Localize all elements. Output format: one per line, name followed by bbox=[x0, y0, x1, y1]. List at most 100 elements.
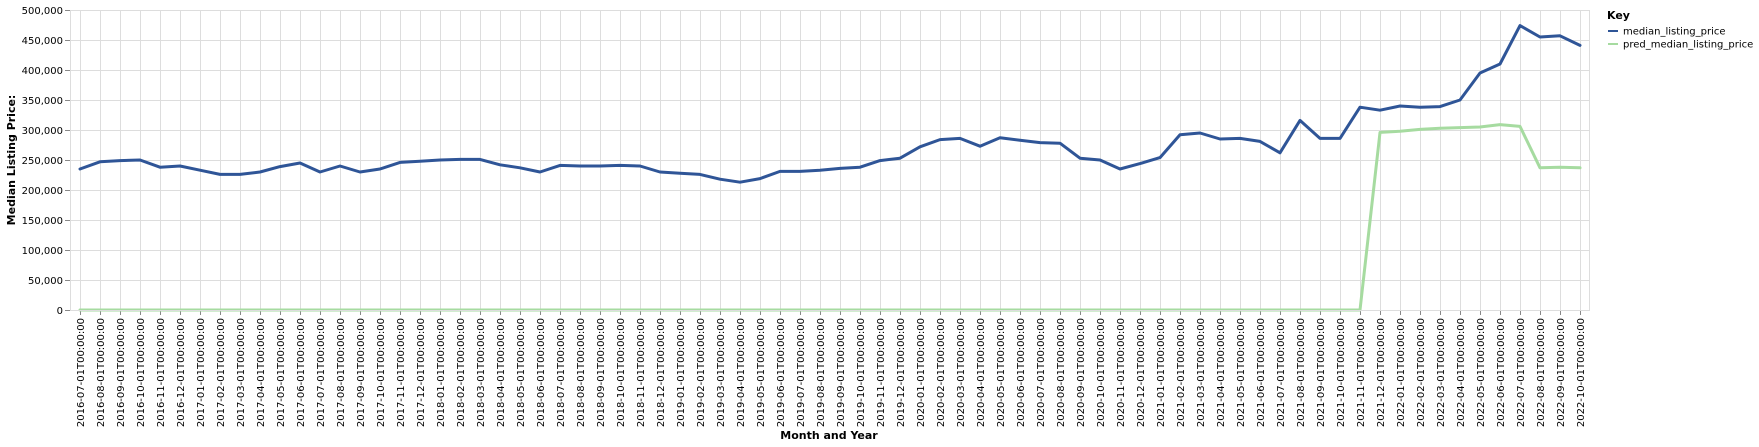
x-tick-label: 2018-10-01T00:00:00 bbox=[616, 318, 627, 427]
x-axis: 2016-07-01T00:00:00 2016-08-01T00:00:00 20… bbox=[70, 310, 1589, 427]
y-tick-label: 350,000 bbox=[22, 96, 63, 107]
x-tick-label: 2019-11-01T00:00:00 bbox=[876, 318, 887, 427]
x-tick-label: 2016-07-01T00:00:00 bbox=[76, 318, 87, 427]
y-tick-label: 450,000 bbox=[22, 36, 63, 47]
x-tick-label: 2017-07-01T00:00:00 bbox=[316, 318, 327, 427]
x-tick-label: 2022-10-01T00:00:00 bbox=[1576, 318, 1587, 427]
x-axis-title: Month and Year bbox=[780, 429, 878, 442]
x-tick-label: 2020-05-01T00:00:00 bbox=[996, 318, 1007, 427]
x-tick-label: 2018-02-01T00:00:00 bbox=[456, 318, 467, 427]
x-tick-label: 2020-01-01T00:00:00 bbox=[916, 318, 927, 427]
x-tick-label: 2016-10-01T00:00:00 bbox=[136, 318, 147, 427]
x-tick-label: 2017-11-01T00:00:00 bbox=[396, 318, 407, 427]
y-tick-label: 50,000 bbox=[28, 276, 63, 287]
y-tick-label: 200,000 bbox=[22, 186, 63, 197]
x-tick-label: 2018-03-01T00:00:00 bbox=[476, 318, 487, 427]
x-tick-label: 2017-01-01T00:00:00 bbox=[196, 318, 207, 427]
x-tick-label: 2019-04-01T00:00:00 bbox=[736, 318, 747, 427]
y-tick-label: 400,000 bbox=[22, 66, 63, 77]
x-tick-label: 2021-05-01T00:00:00 bbox=[1236, 318, 1247, 427]
x-tick-label: 2021-03-01T00:00:00 bbox=[1196, 318, 1207, 427]
x-tick-label: 2016-11-01T00:00:00 bbox=[156, 318, 167, 427]
x-tick-label: 2017-02-01T00:00:00 bbox=[216, 318, 227, 427]
x-tick-label: 2017-08-01T00:00:00 bbox=[336, 318, 347, 427]
y-tick-label: 500,000 bbox=[22, 6, 63, 17]
x-tick-label: 2021-08-01T00:00:00 bbox=[1296, 318, 1307, 427]
x-tick-label: 2020-02-01T00:00:00 bbox=[936, 318, 947, 427]
x-tick-label: 2022-01-01T00:00:00 bbox=[1396, 318, 1407, 427]
x-tick-label: 2020-07-01T00:00:00 bbox=[1036, 318, 1047, 427]
x-tick-label: 2019-01-01T00:00:00 bbox=[676, 318, 687, 427]
x-tick-label: 2019-09-01T00:00:00 bbox=[836, 318, 847, 427]
x-tick-label: 2017-05-01T00:00:00 bbox=[276, 318, 287, 427]
x-tick-label: 2018-08-01T00:00:00 bbox=[576, 318, 587, 427]
x-tick-label: 2020-08-01T00:00:00 bbox=[1056, 318, 1067, 427]
y-tick-label: 250,000 bbox=[22, 156, 63, 167]
x-tick-label: 2021-12-01T00:00:00 bbox=[1376, 318, 1387, 427]
y-axis: 0 50,000 100,000 150,000 200,000 250,000 300,0… bbox=[22, 6, 71, 317]
x-tick-label: 2020-10-01T00:00:00 bbox=[1096, 318, 1107, 427]
x-tick-label: 2020-03-01T00:00:00 bbox=[956, 318, 967, 427]
x-tick-label: 2022-02-01T00:00:00 bbox=[1416, 318, 1427, 427]
x-tick-label: 2017-03-01T00:00:00 bbox=[236, 318, 247, 427]
x-tick-label: 2016-09-01T00:00:00 bbox=[116, 318, 127, 427]
x-tick-label: 2022-04-01T00:00:00 bbox=[1456, 318, 1467, 427]
x-tick-label: 2020-11-01T00:00:00 bbox=[1116, 318, 1127, 427]
x-tick-label: 2021-10-01T00:00:00 bbox=[1336, 318, 1347, 427]
y-tick-label: 300,000 bbox=[22, 126, 63, 137]
x-tick-label: 2017-04-01T00:00:00 bbox=[256, 318, 267, 427]
x-tick-label: 2017-10-01T00:00:00 bbox=[376, 318, 387, 427]
x-tick-label: 2018-04-01T00:00:00 bbox=[496, 318, 507, 427]
x-tick-label: 2019-12-01T00:00:00 bbox=[896, 318, 907, 427]
legend-label-median_listing_price: median_listing_price bbox=[1623, 27, 1726, 38]
x-tick-label: 2021-09-01T00:00:00 bbox=[1316, 318, 1327, 427]
legend: Key median_listing_price pred_median_list… bbox=[1607, 9, 1753, 51]
x-tick-label: 2021-04-01T00:00:00 bbox=[1216, 318, 1227, 427]
x-tick-label: 2021-01-01T00:00:00 bbox=[1156, 318, 1167, 427]
grid-lines bbox=[70, 10, 1589, 311]
x-tick-label: 2020-09-01T00:00:00 bbox=[1076, 318, 1087, 427]
x-tick-label: 2021-11-01T00:00:00 bbox=[1356, 318, 1367, 427]
x-tick-label: 2020-04-01T00:00:00 bbox=[976, 318, 987, 427]
y-tick-label: 0 bbox=[57, 306, 63, 317]
x-tick-label: 2019-07-01T00:00:00 bbox=[796, 318, 807, 427]
x-tick-label: 2018-09-01T00:00:00 bbox=[596, 318, 607, 427]
x-tick-label: 2019-10-01T00:00:00 bbox=[856, 318, 867, 427]
series-lines bbox=[78, 24, 1582, 312]
x-tick-label: 2017-06-01T00:00:00 bbox=[296, 318, 307, 427]
x-tick-label: 2022-07-01T00:00:00 bbox=[1516, 318, 1527, 427]
x-tick-label: 2022-08-01T00:00:00 bbox=[1536, 318, 1547, 427]
plot-frame bbox=[70, 10, 1590, 311]
x-tick-label: 2018-05-01T00:00:00 bbox=[516, 318, 527, 427]
series-line-pred_median_listing_price bbox=[78, 123, 1582, 312]
x-tick-label: 2022-09-01T00:00:00 bbox=[1556, 318, 1567, 427]
x-tick-label: 2020-06-01T00:00:00 bbox=[1016, 318, 1027, 427]
x-tick-label: 2019-05-01T00:00:00 bbox=[756, 318, 767, 427]
x-tick-label: 2018-01-01T00:00:00 bbox=[436, 318, 447, 427]
x-tick-label: 2017-12-01T00:00:00 bbox=[416, 318, 427, 427]
x-tick-label: 2020-12-01T00:00:00 bbox=[1136, 318, 1147, 427]
x-tick-label: 2019-08-01T00:00:00 bbox=[816, 318, 827, 427]
x-tick-label: 2017-09-01T00:00:00 bbox=[356, 318, 367, 427]
x-tick-label: 2021-06-01T00:00:00 bbox=[1256, 318, 1267, 427]
y-tick-label: 100,000 bbox=[22, 246, 63, 257]
x-tick-label: 2018-12-01T00:00:00 bbox=[656, 318, 667, 427]
y-tick-label: 150,000 bbox=[22, 216, 63, 227]
x-tick-label: 2019-06-01T00:00:00 bbox=[776, 318, 787, 427]
series-line-median_listing_price bbox=[78, 24, 1582, 184]
x-tick-label: 2022-03-01T00:00:00 bbox=[1436, 318, 1447, 427]
x-tick-label: 2018-06-01T00:00:00 bbox=[536, 318, 547, 427]
x-tick-label: 2022-06-01T00:00:00 bbox=[1496, 318, 1507, 427]
legend-title: Key bbox=[1607, 9, 1630, 22]
x-tick-label: 2019-03-01T00:00:00 bbox=[716, 318, 727, 427]
x-tick-label: 2016-12-01T00:00:00 bbox=[176, 318, 187, 427]
x-tick-label: 2018-11-01T00:00:00 bbox=[636, 318, 647, 427]
x-tick-label: 2022-05-01T00:00:00 bbox=[1476, 318, 1487, 427]
x-tick-label: 2021-02-01T00:00:00 bbox=[1176, 318, 1187, 427]
x-tick-label: 2019-02-01T00:00:00 bbox=[696, 318, 707, 427]
x-tick-label: 2021-07-01T00:00:00 bbox=[1276, 318, 1287, 427]
x-tick-label: 2018-07-01T00:00:00 bbox=[556, 318, 567, 427]
x-tick-label: 2016-08-01T00:00:00 bbox=[96, 318, 107, 427]
legend-label-pred_median_listing_price: pred_median_listing_price bbox=[1623, 40, 1753, 51]
